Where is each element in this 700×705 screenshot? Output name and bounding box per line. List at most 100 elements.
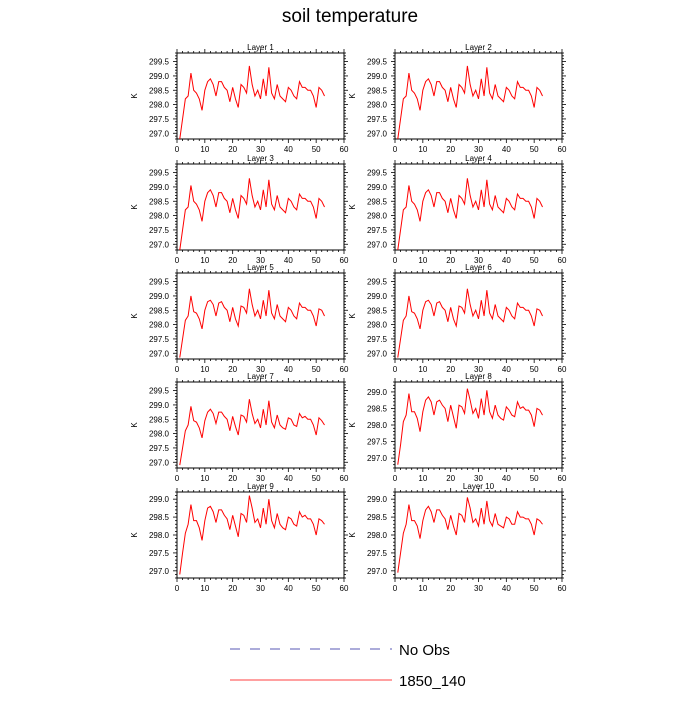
y-axis-label: K [348,313,357,319]
x-tick-label: 50 [312,474,321,483]
x-tick-label: 40 [284,474,293,483]
y-tick-label: 299.0 [367,388,388,397]
series-line [179,178,325,251]
y-tick-label: 298.0 [149,321,170,330]
x-tick-label: 60 [558,584,567,593]
x-tick-label: 10 [200,365,209,374]
panel-title: Layer 3 [247,154,274,163]
x-tick-label: 40 [502,365,511,374]
y-axis-label: K [348,93,357,99]
y-tick-label: 299.5 [149,278,170,287]
x-tick-label: 60 [558,474,567,483]
x-tick-label: 20 [228,584,237,593]
x-tick-label: 50 [312,365,321,374]
x-tick-label: 20 [228,256,237,265]
panel-title: Layer 4 [465,154,492,163]
x-tick-label: 30 [256,256,265,265]
y-tick-label: 299.5 [149,387,170,396]
y-tick-label: 297.0 [149,567,170,576]
y-tick-label: 298.5 [367,197,388,206]
x-tick-label: 40 [284,365,293,374]
y-tick-label: 297.5 [149,549,170,558]
y-tick-label: 297.0 [149,240,170,249]
y-tick-label: 297.5 [367,115,388,124]
y-axis-label: K [130,93,139,99]
y-tick-label: 297.5 [149,444,170,453]
y-tick-label: 297.5 [367,335,388,344]
x-tick-label: 50 [530,365,539,374]
x-tick-label: 20 [446,145,455,154]
y-tick-label: 297.5 [149,335,170,344]
x-tick-label: 50 [530,145,539,154]
x-tick-label: 40 [502,474,511,483]
x-tick-label: 40 [284,145,293,154]
x-tick-label: 0 [175,474,180,483]
y-tick-label: 298.5 [367,306,388,315]
panel-4: Layer 4 0 10 20 30 40 50 60 297.0 297.5 298.0 298.5… [348,154,567,265]
panel-frame [394,491,563,579]
y-tick-label: 298.0 [367,321,388,330]
y-axis-label: K [130,422,139,428]
panel-title: Layer 2 [465,43,492,52]
y-tick-label: 298.5 [149,306,170,315]
y-tick-label: 299.5 [367,169,388,178]
panel-2: Layer 2 0 10 20 30 40 50 60 297.0 297.5 298.0 298.5… [348,43,567,154]
y-tick-label: 298.0 [149,212,170,221]
y-tick-label: 297.0 [367,567,388,576]
x-tick-label: 40 [502,256,511,265]
y-tick-label: 297.5 [367,549,388,558]
y-tick-label: 299.0 [149,495,170,504]
y-tick-label: 299.5 [367,58,388,67]
x-tick-label: 20 [228,365,237,374]
x-tick-label: 50 [312,584,321,593]
y-tick-label: 297.0 [149,349,170,358]
x-tick-label: 10 [200,474,209,483]
legend: No Obs 1850_140 [230,642,466,690]
y-tick-label: 297.0 [367,349,388,358]
x-tick-label: 10 [418,365,427,374]
x-tick-label: 10 [418,474,427,483]
y-axis-label: K [130,313,139,319]
y-tick-label: 298.5 [367,404,388,413]
x-tick-label: 10 [418,145,427,154]
series-line [397,178,543,251]
x-tick-label: 50 [312,145,321,154]
panel-title: Layer 5 [247,263,274,272]
y-tick-label: 299.0 [149,72,170,81]
y-tick-label: 298.0 [367,101,388,110]
x-tick-label: 30 [474,145,483,154]
series-line [179,288,325,358]
legend-label: No Obs [399,642,450,659]
y-tick-label: 297.5 [149,226,170,235]
y-tick-label: 299.0 [149,292,170,301]
y-tick-label: 298.0 [149,430,170,439]
panel-title: Layer 6 [465,263,492,272]
x-tick-label: 50 [530,474,539,483]
y-tick-label: 297.0 [367,129,388,138]
x-tick-label: 60 [558,145,567,154]
series-line [397,497,543,573]
panel-frame [176,491,345,579]
y-tick-label: 298.5 [367,513,388,522]
x-tick-label: 20 [446,584,455,593]
x-tick-label: 0 [393,584,398,593]
y-axis-label: K [130,532,139,538]
y-axis-label: K [348,204,357,210]
chart-title: soil temperature [281,6,419,27]
x-tick-label: 0 [175,365,180,374]
panel-6: Layer 6 0 10 20 30 40 50 60 297.0 297.5 298.0 298.5… [348,263,567,374]
x-tick-label: 20 [446,474,455,483]
x-tick-label: 10 [418,584,427,593]
x-tick-label: 60 [558,365,567,374]
y-tick-label: 299.0 [367,292,388,301]
panel-frame [394,381,563,469]
x-tick-label: 30 [474,256,483,265]
y-tick-label: 298.5 [149,197,170,206]
x-tick-label: 40 [284,584,293,593]
x-tick-label: 20 [446,365,455,374]
x-tick-label: 30 [256,365,265,374]
panel-8: Layer 8 0 10 20 30 40 50 60 297.0 297.5 298.0 298.5… [348,372,567,483]
y-tick-label: 299.5 [149,58,170,67]
y-tick-label: 298.5 [149,415,170,424]
x-tick-label: 0 [175,145,180,154]
